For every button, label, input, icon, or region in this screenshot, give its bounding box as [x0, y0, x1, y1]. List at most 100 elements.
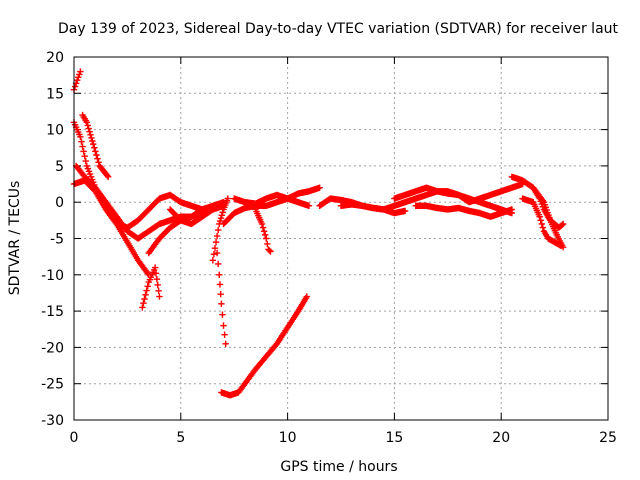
- data-point: [90, 140, 97, 148]
- x-tick-label: 15: [385, 430, 403, 446]
- data-point: [217, 214, 225, 222]
- data-point: [216, 271, 223, 278]
- series-arc-2: [79, 111, 112, 180]
- data-point: [214, 226, 222, 234]
- x-axis-title: GPS time / hours: [280, 459, 397, 475]
- data-point: [95, 159, 102, 166]
- data-point: [91, 144, 98, 151]
- y-tick-label: 10: [46, 123, 64, 139]
- data-point: [152, 270, 160, 277]
- data-point: [305, 202, 313, 210]
- y-tick-label: -15: [41, 304, 64, 320]
- y-tick-label: 15: [46, 86, 64, 102]
- data-point: [539, 224, 547, 231]
- x-tick-label: 20: [492, 430, 510, 446]
- y-tick-label: -25: [41, 377, 64, 393]
- series-arc-1: [70, 68, 84, 93]
- data-point: [151, 264, 159, 271]
- data-point: [77, 68, 84, 75]
- data-point: [220, 322, 227, 329]
- data-point: [214, 260, 222, 268]
- data-point: [538, 220, 545, 228]
- chart-title: Day 139 of 2023, Sidereal Day-to-day VTE…: [58, 21, 619, 37]
- ticks: 0 5 10 15 20 25 -30 -25 -20 -15 -10 -5 0 5 10 15 20: [41, 50, 617, 446]
- grid: [74, 57, 608, 420]
- data-point: [209, 257, 217, 264]
- data-point: [303, 293, 311, 300]
- data-point: [219, 311, 226, 318]
- data-point: [559, 220, 567, 228]
- series-arc-21: [530, 184, 567, 231]
- y-tick-label: 5: [55, 159, 64, 175]
- data-point: [85, 125, 92, 132]
- data-point: [93, 151, 100, 159]
- x-tick-label: 0: [70, 430, 79, 446]
- data-point: [142, 291, 149, 298]
- data-point: [260, 228, 268, 235]
- data-point: [557, 242, 565, 249]
- data-point: [81, 153, 88, 160]
- y-tick-label: 0: [55, 195, 64, 211]
- data-point: [78, 138, 85, 145]
- data-point: [261, 231, 269, 239]
- data-point: [82, 157, 89, 165]
- data-point: [213, 249, 221, 257]
- series-arc-3: [70, 119, 152, 278]
- data-point: [218, 300, 225, 308]
- data-point: [83, 119, 91, 126]
- data-point: [75, 74, 82, 81]
- data-point: [76, 71, 83, 78]
- data-point: [87, 131, 94, 138]
- series-arc-17: [391, 180, 526, 206]
- data-point: [212, 238, 220, 246]
- data-point: [508, 206, 516, 213]
- data-point: [88, 134, 95, 142]
- series-arc-8: [166, 202, 227, 228]
- data-point: [401, 207, 409, 215]
- data-point: [94, 155, 101, 162]
- data-point: [263, 235, 270, 242]
- y-tick-label: -30: [41, 413, 64, 429]
- data-point: [266, 247, 273, 254]
- series-arc-13: [231, 191, 313, 210]
- data-point: [316, 184, 323, 191]
- data-point: [86, 128, 93, 135]
- data-point: [219, 209, 226, 216]
- series-arc-9: [209, 195, 231, 264]
- data-point: [139, 304, 146, 311]
- series-arc-20: [519, 195, 565, 249]
- data-point: [71, 83, 79, 90]
- data-point: [213, 232, 221, 240]
- y-tick-label: -5: [50, 232, 64, 248]
- data-point: [217, 290, 224, 298]
- data-point: [153, 275, 161, 283]
- x-tick-label: 5: [176, 430, 185, 446]
- data-point: [537, 217, 544, 224]
- data-point: [536, 213, 543, 220]
- data-point: [218, 212, 226, 219]
- data-point: [258, 220, 266, 228]
- data-point: [211, 244, 219, 252]
- x-tick-label: 25: [599, 430, 617, 446]
- data-point: [104, 173, 112, 180]
- data-point: [558, 221, 566, 229]
- data-point: [222, 340, 229, 347]
- data-point: [210, 251, 218, 258]
- data-point: [104, 172, 111, 179]
- series-arc-14: [252, 206, 274, 255]
- y-tick-label: -10: [41, 268, 64, 284]
- series-arc-4: [139, 264, 163, 311]
- data-point: [141, 295, 148, 303]
- data-point: [267, 248, 274, 255]
- y-tick-label: -20: [41, 340, 64, 356]
- data-point: [140, 300, 147, 307]
- data-point: [89, 137, 96, 145]
- data-point: [221, 331, 228, 338]
- data-point: [259, 224, 267, 231]
- y-axis-title: SDTVAR / TECUs: [7, 181, 23, 296]
- data-point: [92, 148, 99, 155]
- series-arc-10: [213, 249, 229, 347]
- series-arc-11: [218, 293, 311, 399]
- data-point: [74, 77, 81, 84]
